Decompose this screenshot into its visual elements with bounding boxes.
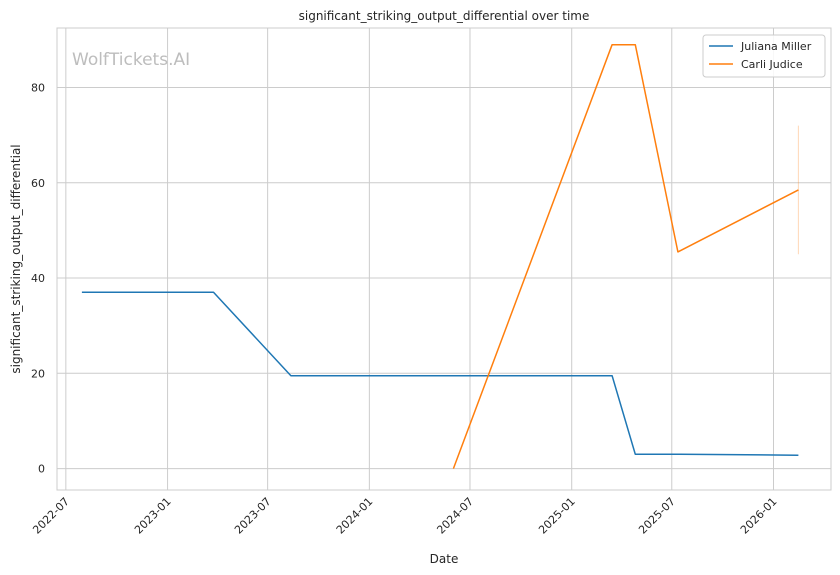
chart-title: significant_striking_output_differential…	[299, 9, 590, 23]
y-tick-label: 80	[31, 82, 45, 95]
y-axis-ticks: 0 20 40 60 80	[31, 82, 45, 476]
series-line-2	[452, 43, 799, 469]
series-line-1	[81, 291, 799, 456]
plot-frame	[56, 27, 832, 491]
series-layer	[81, 43, 799, 469]
legend-entry-label: Juliana Miller	[740, 40, 812, 53]
y-tick-label: 20	[31, 367, 45, 380]
legend-entry-label: Carli Judice	[741, 58, 803, 71]
legend-box	[702, 34, 826, 78]
y-tick-label: 0	[38, 463, 45, 476]
legend: Juliana Miller Carli Judice	[702, 34, 826, 78]
watermark: WolfTickets.AI	[72, 50, 190, 70]
grid	[57, 28, 831, 490]
y-tick-label: 40	[31, 272, 45, 285]
y-tick-label: 60	[31, 177, 45, 190]
y-axis-label: significant_striking_output_differential	[9, 144, 23, 373]
x-axis-label: Date	[430, 552, 459, 566]
